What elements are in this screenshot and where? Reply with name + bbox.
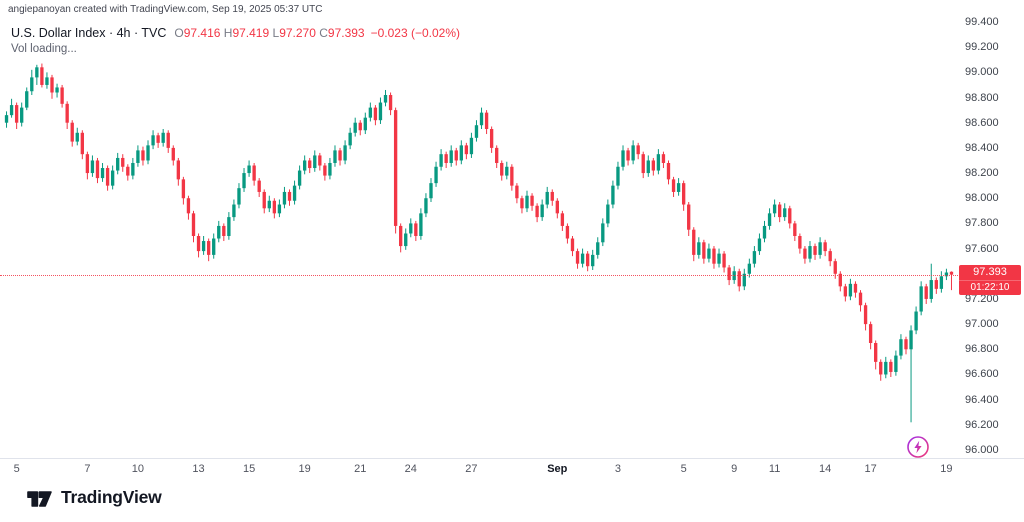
ohlc-values: O97.416 H97.419 L97.270 C97.393 <box>174 26 364 40</box>
time-axis-label: 9 <box>731 463 738 475</box>
price-axis-label: 96.800 <box>965 343 999 356</box>
time-axis-label: Sep <box>547 463 568 475</box>
change-value: −0.023 (−0.02%) <box>370 26 461 40</box>
time-axis-label: 14 <box>819 463 832 475</box>
lightning-icon <box>907 436 929 458</box>
price-axis-label: 99.200 <box>965 41 999 54</box>
time-axis-label: 17 <box>864 463 877 475</box>
time-axis-separator <box>0 458 1024 459</box>
time-axis-label: 5 <box>680 463 687 475</box>
high-value: 97.419 <box>232 26 270 40</box>
time-axis-label: 13 <box>192 463 205 475</box>
attribution-text: angiepanoyan created with TradingView.co… <box>8 4 323 15</box>
time-axis-label: 3 <box>614 463 622 475</box>
time-axis-label: 19 <box>940 463 953 475</box>
tradingview-logo-icon <box>27 491 52 507</box>
brand-wordmark: TradingView <box>61 487 162 507</box>
low-label: L <box>272 26 280 40</box>
price-axis-label: 98.200 <box>965 167 999 180</box>
price-axis-label: 97.000 <box>965 318 999 331</box>
symbol-title[interactable]: U.S. Dollar Index · 4h · TVC <box>11 26 167 40</box>
close-label: C <box>319 26 328 40</box>
price-axis-label: 99.000 <box>965 66 999 79</box>
close-value: 97.393 <box>327 26 365 40</box>
price-axis-label: 96.600 <box>965 368 999 381</box>
price-axis-label: 96.000 <box>965 444 999 456</box>
open-label: O <box>174 26 184 40</box>
price-axis-label: 98.600 <box>965 116 999 129</box>
flash-ideas-button[interactable] <box>906 435 930 459</box>
candlestick-chart[interactable] <box>0 0 958 458</box>
bar-countdown: 01:22:10 <box>959 279 1021 295</box>
time-axis-label: 10 <box>131 463 145 475</box>
symbol-legend: U.S. Dollar Index · 4h · TVC O97.416 H97.… <box>11 26 460 40</box>
high-label: H <box>223 26 233 40</box>
price-axis-label: 98.400 <box>965 141 999 154</box>
price-scale[interactable]: 99.400 99.200 99.000 98.800 98.600 98.400 98.2… <box>958 0 1024 458</box>
time-axis-label: 27 <box>465 463 478 475</box>
price-axis-label: 99.400 <box>965 16 999 28</box>
last-price-line <box>0 274 958 276</box>
price-axis-label: 97.200 <box>965 292 999 305</box>
price-axis-label: 96.200 <box>965 418 999 431</box>
low-value: 97.270 <box>279 26 316 40</box>
price-axis-label: 97.800 <box>965 217 999 230</box>
tradingview-brand[interactable]: TradingView <box>26 487 162 508</box>
open-value: 97.416 <box>183 26 221 40</box>
last-price-value: 97.393 <box>973 265 1007 278</box>
footer-bar: TradingView <box>0 478 1024 522</box>
price-axis-label: 98.000 <box>965 192 999 205</box>
time-axis-label: 21 <box>354 463 367 475</box>
time-axis-label: 15 <box>242 463 256 475</box>
volume-legend: Vol loading... <box>11 43 77 55</box>
price-axis-label: 96.400 <box>965 393 999 406</box>
time-axis-label: 24 <box>404 463 417 475</box>
price-axis-label: 97.600 <box>965 242 999 255</box>
candles-canvas <box>4 63 954 423</box>
time-axis-label: 11 <box>768 463 781 475</box>
last-price-badge: 97.393 01:22:10 <box>959 264 1021 295</box>
time-axis-label: 5 <box>13 463 20 475</box>
time-axis-label: 19 <box>298 463 311 475</box>
time-scale[interactable]: 5 7 10 13 15 19 21 24 27 Sep 3 5 9 11 14 17 19 <box>0 458 958 478</box>
time-axis-label: 7 <box>84 463 91 475</box>
chart-region: 99.400 99.200 99.000 98.800 98.600 98.400 98.2… <box>0 0 1024 478</box>
price-axis-label: 98.800 <box>965 91 999 104</box>
